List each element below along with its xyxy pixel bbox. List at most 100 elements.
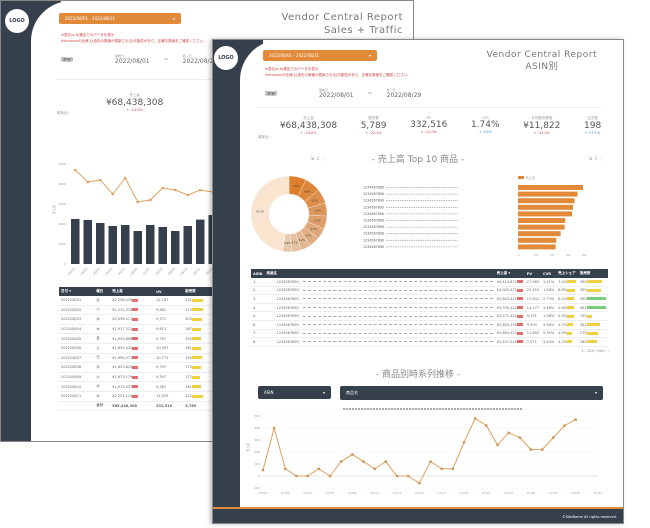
asin-label: 1234567890 — [363, 225, 384, 229]
product-name-placeholder — [300, 311, 495, 321]
column-header[interactable]: 売上高 ▾ — [494, 269, 525, 278]
kpi-value: ¥11,822 — [523, 121, 561, 131]
column-header[interactable]: 売上高 — [110, 287, 155, 296]
table-cell: 1234567890 — [264, 286, 301, 296]
pagination[interactable]: 1 - 100 / 964 ‹ › — [581, 349, 609, 353]
units-bar — [191, 317, 203, 321]
column-header[interactable]: ASIN — [251, 269, 265, 278]
table-row[interactable]: 6. 1234567890 ¥2,803,156 9,593 3.56% 4.7% 342 — [251, 320, 609, 330]
bar — [158, 227, 167, 264]
cell-value: 3.56% — [543, 322, 555, 327]
column-header[interactable]: 曜日 — [94, 287, 111, 296]
bar — [518, 218, 566, 223]
table-cell: ¥1,937,212 — [110, 324, 155, 335]
column-header[interactable]: 販売数 — [183, 287, 215, 296]
chart-tools[interactable]: ⇲ ⇩ ⋮ — [310, 156, 327, 162]
line-point — [272, 426, 276, 430]
asin-dropdown[interactable]: ASIN ▾ — [258, 386, 331, 399]
cell-value: 2.35% — [543, 331, 555, 336]
cell-value: 260 — [579, 339, 587, 344]
table-row[interactable]: 4. 1234567890 ¥3,335,412 14,177 3.46% 5.6% 491 — [251, 303, 609, 313]
column-header[interactable]: 商品名 — [264, 269, 495, 278]
asin[interactable]: 1234567890 — [276, 314, 299, 319]
start-date[interactable]: 開始日 2022/08/01 — [319, 88, 354, 99]
start-date[interactable]: 開始日 2022/08/01 — [115, 54, 150, 65]
cell-value: ¥4,045,471 — [496, 288, 517, 293]
next-page-icon[interactable]: › — [607, 349, 609, 353]
share-bar — [567, 314, 574, 318]
line-point — [261, 468, 265, 472]
asin[interactable]: 1234567890 — [276, 296, 299, 301]
column-header[interactable]: 売上シェア — [556, 269, 578, 278]
sales-bar — [516, 306, 523, 310]
cell-value: 月 — [96, 364, 100, 369]
kpi-label: CVR — [481, 116, 489, 120]
line-point — [362, 460, 365, 463]
sales-bar — [516, 340, 523, 344]
table-cell: 2022/08/11 — [59, 391, 95, 402]
cell-value: 2022/08/02 — [61, 307, 82, 312]
notes: ※週次(a-b)選定でのデータを表示 ※Amazonの仕様上(過去の数値が更新され… — [265, 66, 411, 78]
kpi-value: ¥68,438,308 — [105, 98, 164, 108]
y-tick-label: 400K — [58, 182, 67, 186]
cell-value: 1.41% — [543, 279, 555, 284]
asin[interactable]: 1234567890 — [276, 305, 299, 310]
column-header[interactable]: UV — [154, 287, 184, 296]
table-cell: ¥2,497,249 — [494, 337, 525, 347]
cell-value: 9,397 — [156, 375, 167, 380]
row-number: 7. — [253, 331, 257, 336]
table-row[interactable]: 8. 1234567890 ¥2,497,249 7,571 3.44% 4.2% 260 — [251, 337, 609, 347]
table-cell: 6. — [251, 320, 265, 330]
chart-tools[interactable]: ⇲ ⇩ ⋮ — [588, 156, 605, 162]
x-tick-label: 08/03 — [92, 267, 101, 276]
asin[interactable]: 1234567890 — [276, 339, 299, 344]
cell-value: 月 — [96, 297, 100, 302]
table-cell: 11,693 — [524, 329, 542, 339]
line-point — [406, 474, 410, 478]
end-date[interactable]: 終了日 2022/08/29 — [387, 88, 422, 99]
column-header[interactable]: CVR — [541, 269, 557, 278]
share-bar — [567, 297, 575, 301]
product-dropdown[interactable]: 商品名 ▾ — [340, 386, 603, 400]
units-bar — [191, 375, 201, 379]
table-cell: 221 — [183, 296, 215, 306]
asin-table: ASIN 商品名 売上高 ▾ PV CVR 売上シェア 販売数 1. 1234567890 ¥4,… — [251, 269, 609, 347]
cell-value: ¥1,853,843 — [112, 365, 133, 370]
table-row: 2022/08/11 木 ¥2,251,114 14,539 222 — [59, 391, 215, 402]
asin[interactable]: 1234567890 — [276, 288, 299, 293]
date-range-dropdown[interactable]: 2022/08/01 - 2022/08/31 ▾ — [59, 13, 181, 24]
table-row[interactable]: 1. 1234567890 ¥4,414,671 27,963 1.41% 7.4% 394 — [251, 278, 609, 287]
table-cell: 3.56% — [541, 320, 557, 330]
line-point — [136, 200, 140, 204]
column-header[interactable]: PV — [524, 269, 542, 278]
table-header-row: ASIN 商品名 売上高 ▾ PV CVR 売上シェア 販売数 — [251, 269, 609, 278]
units-bar — [191, 298, 203, 302]
kpi-change: + -12.0% — [420, 130, 437, 134]
table-row[interactable]: 3. 1234567890 ¥3,643,412 17,942 2.73% 6.1% 490 — [251, 294, 609, 304]
bar — [146, 225, 155, 264]
bar — [518, 244, 556, 250]
asin[interactable]: 1234567890 — [276, 331, 299, 336]
asin[interactable]: 1234567890 — [276, 279, 299, 284]
daily-table: 日付 ▾ 曜日 売上高 UV 販売数 2022/08/01 月 ¥2,258,439 12,18… — [59, 287, 215, 412]
table-cell: 4.7% — [556, 320, 578, 330]
kpi-change: + -24.0% — [300, 131, 317, 135]
end-date[interactable]: 終了日 2022/08/29 — [183, 54, 218, 65]
table-cell: ¥3,643,412 — [494, 294, 525, 304]
column-header[interactable]: 日付 ▾ — [59, 287, 95, 296]
x-tick-label: 07/03 — [281, 491, 290, 495]
y-axis-label: 売上高 — [51, 205, 56, 214]
table-row[interactable]: 2. 1234567890 ¥4,045,471 22,453 1.58% 6.8% 355 — [251, 286, 609, 296]
date-range-dropdown[interactable]: 2022/08/01 - 2022/08/31 ▾ — [263, 50, 377, 61]
table-row[interactable]: 5. 1234567890 ¥3,271,415 9,751 1.38% 5.5% 135 — [251, 311, 609, 321]
cell-value: 181 — [185, 346, 192, 351]
sales-bar — [132, 346, 139, 350]
table-cell: 2022/08/09 — [59, 372, 95, 383]
table-row[interactable]: 7. 1234567890 ¥2,664,413 11,693 2.35% 4.5% 275 — [251, 329, 609, 339]
table-cell: 2022/08/03 — [59, 314, 95, 325]
asin[interactable]: 1234567890 — [276, 322, 299, 327]
table-cell: 木 — [94, 324, 111, 335]
prev-page-icon[interactable]: ‹ — [605, 349, 607, 353]
column-header[interactable]: 販売数 — [577, 269, 609, 278]
kpi-value: 1.74% — [470, 120, 500, 130]
